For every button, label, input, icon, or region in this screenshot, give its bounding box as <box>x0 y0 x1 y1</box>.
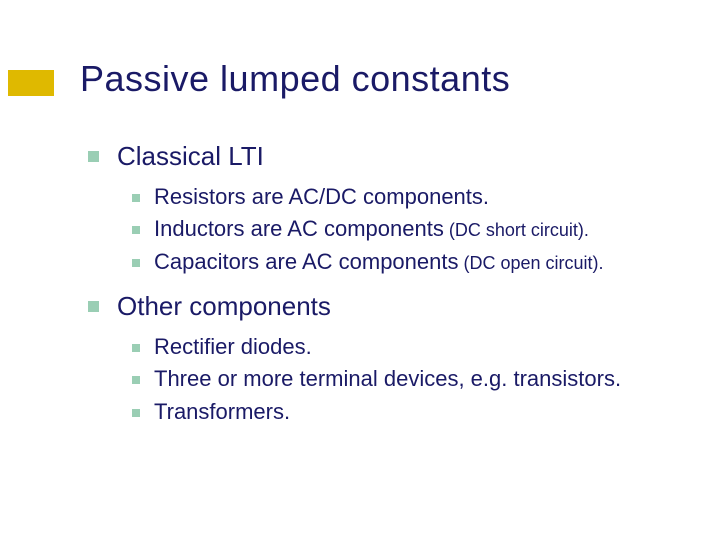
section-other-components: Other components Rectifier diodes. Three… <box>88 290 668 426</box>
bullet-icon <box>88 301 99 312</box>
list-item-text: Rectifier diodes. <box>154 333 312 362</box>
list-item: Rectifier diodes. <box>132 333 668 362</box>
bullet-icon <box>132 194 140 202</box>
list-item: Three or more terminal devices, e.g. tra… <box>132 365 668 394</box>
slide-content: Classical LTI Resistors are AC/DC compon… <box>88 140 668 441</box>
section-header: Classical LTI <box>88 140 668 173</box>
bullet-icon <box>132 344 140 352</box>
list-item: Transformers. <box>132 398 668 427</box>
bullet-icon <box>132 409 140 417</box>
bullet-icon <box>132 259 140 267</box>
list-item-text: Inductors are AC components (DC short ci… <box>154 215 589 244</box>
list-item-text: Transformers. <box>154 398 290 427</box>
slide-title: Passive lumped constants <box>80 58 510 100</box>
title-area: Passive lumped constants <box>80 58 510 100</box>
bullet-icon <box>132 376 140 384</box>
section-heading: Classical LTI <box>117 140 264 173</box>
bullet-icon <box>132 226 140 234</box>
list-item: Inductors are AC components (DC short ci… <box>132 215 668 244</box>
list-item: Resistors are AC/DC components. <box>132 183 668 212</box>
accent-block <box>8 70 54 96</box>
list-item-text: Three or more terminal devices, e.g. tra… <box>154 365 621 394</box>
list-item-text: Resistors are AC/DC components. <box>154 183 489 212</box>
bullet-icon <box>88 151 99 162</box>
section-header: Other components <box>88 290 668 323</box>
list-item-text: Capacitors are AC components (DC open ci… <box>154 248 604 277</box>
section-classical-lti: Classical LTI Resistors are AC/DC compon… <box>88 140 668 276</box>
section-heading: Other components <box>117 290 331 323</box>
list-item: Capacitors are AC components (DC open ci… <box>132 248 668 277</box>
